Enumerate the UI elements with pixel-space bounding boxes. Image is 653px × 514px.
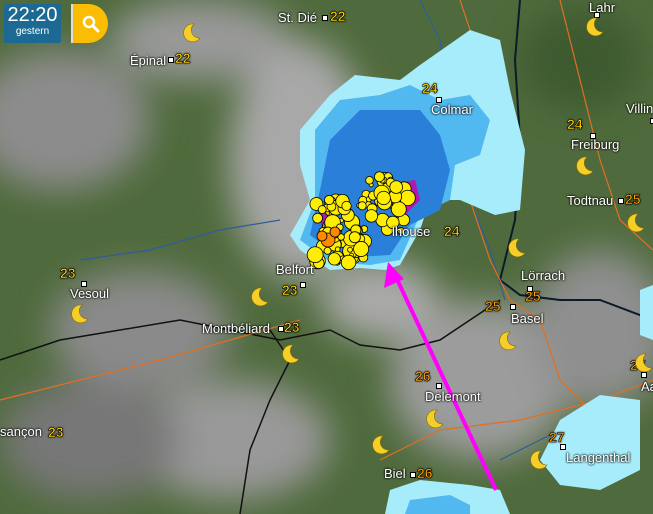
search-icon [82, 15, 99, 32]
moon-icon [282, 344, 300, 364]
temperature-label: 22 [330, 8, 346, 25]
city-label: Épinal [130, 53, 167, 68]
city-label: Aa [641, 379, 653, 394]
city-label: Delemont [425, 389, 481, 404]
lightning-strike [306, 246, 324, 264]
city-label: Colmar [431, 102, 473, 117]
lightning-strike [334, 246, 341, 253]
temperature-label: 25 [525, 288, 541, 305]
moon-icon [372, 435, 390, 455]
lightning-strike [348, 231, 361, 244]
city-label: sançon [0, 424, 42, 439]
city-marker [168, 57, 174, 63]
city-marker [650, 118, 653, 124]
city-marker [618, 198, 624, 204]
lightning-strike [364, 209, 379, 223]
temperature-label: 23 [60, 265, 76, 282]
time-display[interactable]: 22:20 gestern [4, 4, 61, 43]
time-label: 22:20 [7, 4, 58, 26]
city-marker [322, 15, 328, 21]
lightning-strike [397, 227, 405, 235]
city-label: lhouse [392, 224, 431, 239]
moon-icon [508, 238, 526, 258]
lightning-strike-recent [316, 230, 328, 242]
lightning-strike [357, 201, 367, 211]
temperature-label: 24 [422, 80, 438, 97]
arrow-annotation [384, 262, 498, 491]
lightning-strike [317, 205, 327, 214]
city-label: Todtnau [567, 193, 614, 208]
city-label: Biel [384, 466, 406, 481]
lightning-strike [337, 233, 345, 241]
city-marker [81, 281, 87, 287]
lightning-strike [324, 194, 335, 206]
city-marker [594, 12, 600, 18]
moon-icon [635, 353, 653, 373]
lightning-strike [327, 252, 341, 266]
lightning-strike [386, 215, 400, 230]
temperature-label: 23 [48, 424, 64, 441]
city-label: Langenthal [566, 450, 631, 465]
city-marker [527, 286, 533, 292]
moon-icon [183, 23, 201, 43]
lightning-strikes [306, 171, 416, 271]
lightning-strike [389, 180, 403, 194]
moon-icon [499, 331, 517, 351]
city-marker [510, 304, 516, 310]
lightning-strike [390, 201, 407, 218]
city-marker [590, 133, 596, 139]
temperature-label: 26 [415, 368, 431, 385]
lightning-strike [323, 246, 332, 255]
city-label: Lahr [589, 0, 616, 15]
temperature-label: 24 [567, 116, 583, 133]
moon-icon [576, 156, 594, 176]
temperature-label: 23 [282, 282, 298, 299]
moon-icon [627, 213, 645, 233]
city-label: Vesoul [70, 286, 110, 301]
temperature-label: 26 [417, 465, 433, 482]
lightning-strike [376, 190, 391, 206]
city-label: Basel [511, 311, 544, 326]
lightning-strike [347, 246, 353, 253]
moon-icon [71, 304, 89, 324]
city-marker [278, 326, 284, 332]
temperature-label: 23 [284, 319, 300, 336]
lightning-strike-recent [329, 226, 341, 238]
city-label: Villin [626, 101, 653, 116]
temperature-label: 24 [444, 223, 460, 240]
city-marker [436, 383, 442, 389]
temperature-label: 25 [485, 298, 501, 315]
city-marker [436, 97, 442, 103]
lightning-strike [365, 176, 374, 185]
moon-icon [586, 17, 604, 37]
city-label: Belfort [276, 262, 314, 277]
temperature-label: 22 [175, 50, 191, 67]
city-label: Freiburg [571, 137, 620, 152]
city-marker [300, 282, 306, 288]
moon-icon [251, 287, 269, 307]
city-label: Lörrach [521, 268, 566, 283]
temperature-label: 27 [549, 429, 565, 446]
temperature-label: 25 [625, 191, 641, 208]
city-marker [641, 372, 647, 378]
city-marker [560, 444, 566, 450]
lightning-strike [341, 200, 352, 212]
day-label: gestern [15, 26, 50, 37]
city-marker [410, 472, 416, 478]
lightning-strike [374, 171, 385, 183]
lightning-strike [353, 241, 370, 257]
city-label: St. Dié [278, 10, 318, 25]
lightning-strike [312, 212, 323, 224]
city-label: Montbéliard [202, 321, 270, 336]
lightning-strike [340, 254, 357, 271]
search-button[interactable] [71, 4, 108, 43]
moon-icon [426, 409, 444, 429]
moon-icon [530, 450, 548, 470]
